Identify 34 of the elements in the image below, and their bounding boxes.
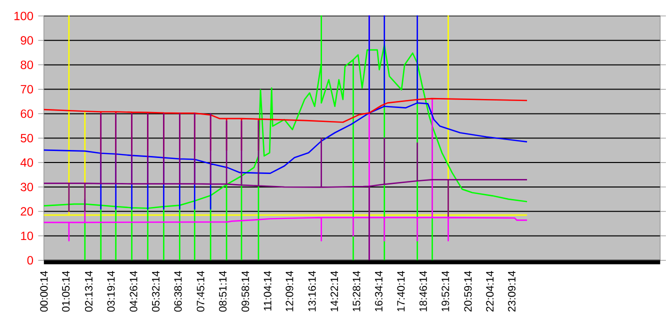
y-tick-label: 10 — [21, 232, 34, 240]
line-series — [43, 112, 528, 261]
x-tick-label: 11:04:14 — [264, 270, 272, 310]
y-tick-label: 30 — [20, 182, 34, 192]
x-tick-label: 03:19:14 — [107, 270, 115, 312]
x-tick-label: 18:46:14 — [419, 270, 427, 312]
y-tick-label: 40 — [20, 158, 34, 167]
x-tick-label: 05:32:14 — [152, 270, 160, 312]
x-tick-label: 15:28:14 — [352, 270, 360, 312]
x-tick-label: 04:26:14 — [130, 270, 138, 312]
y-tick-label: 80 — [20, 60, 34, 70]
y-tick-label: 60 — [20, 109, 34, 118]
y-tick-label: 0 — [27, 256, 34, 264]
y-tick-label: 20 — [20, 207, 34, 216]
x-tick-label: 02:13:14 — [84, 270, 93, 312]
y-tick-label: 100 — [14, 12, 34, 20]
x-tick-label: 13:16:14 — [308, 270, 316, 312]
y-tick-label: 90 — [20, 36, 34, 45]
x-tick-label: 20:59:14 — [464, 270, 472, 312]
y-tick-label: 50 — [20, 134, 34, 142]
x-tick-label: 23:09:14 — [508, 270, 516, 312]
x-tick-label: 07:45:14 — [196, 270, 204, 312]
x-tick-label: 17:40:14 — [397, 270, 405, 312]
x-tick-label: 09:58:14 — [242, 270, 250, 312]
y-tick-label: 70 — [20, 84, 34, 94]
x-tick-label: 14:22:14 — [330, 270, 338, 312]
x-tick-label: 19:52:14 — [442, 270, 450, 312]
x-tick-label: 22:04:14 — [486, 270, 494, 312]
x-tick-label: 08:51:14 — [219, 270, 227, 312]
x-tick-label: 16:34:14 — [374, 270, 382, 312]
x-tick-label: 01:05:14 — [62, 270, 70, 312]
x-tick-label: 12:09:14 — [286, 270, 294, 312]
x-tick-label: 00:00:14 — [40, 270, 48, 312]
x-tick-label: 06:38:14 — [174, 270, 182, 312]
